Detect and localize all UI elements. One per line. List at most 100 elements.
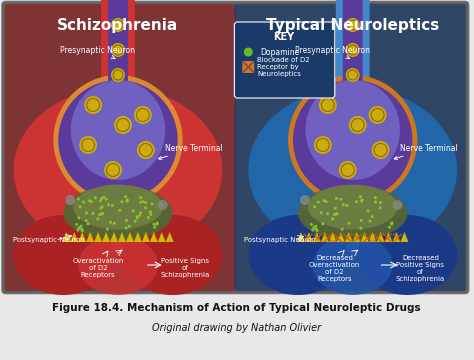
Ellipse shape: [339, 198, 342, 201]
Polygon shape: [102, 232, 110, 242]
Ellipse shape: [14, 215, 113, 295]
Ellipse shape: [139, 196, 142, 199]
Polygon shape: [369, 232, 376, 242]
Ellipse shape: [100, 197, 103, 200]
Ellipse shape: [134, 220, 137, 223]
Polygon shape: [158, 232, 166, 242]
Text: Schizophrenia: Schizophrenia: [57, 18, 179, 33]
Ellipse shape: [88, 199, 91, 202]
Ellipse shape: [142, 200, 145, 203]
Ellipse shape: [132, 210, 135, 212]
Ellipse shape: [335, 212, 338, 215]
Polygon shape: [297, 232, 305, 242]
Ellipse shape: [339, 161, 356, 179]
Ellipse shape: [149, 211, 152, 213]
Ellipse shape: [54, 75, 182, 205]
Ellipse shape: [126, 200, 128, 203]
Polygon shape: [337, 232, 345, 242]
Ellipse shape: [102, 196, 105, 199]
Ellipse shape: [300, 195, 310, 205]
Ellipse shape: [118, 209, 121, 212]
Ellipse shape: [136, 215, 139, 218]
Ellipse shape: [137, 141, 155, 159]
Ellipse shape: [109, 221, 112, 224]
Ellipse shape: [107, 203, 110, 206]
Ellipse shape: [360, 219, 363, 222]
Ellipse shape: [105, 198, 108, 201]
Ellipse shape: [313, 205, 316, 208]
FancyBboxPatch shape: [108, 0, 128, 102]
Ellipse shape: [156, 221, 159, 224]
Ellipse shape: [311, 228, 314, 231]
Ellipse shape: [288, 75, 417, 205]
Ellipse shape: [134, 106, 152, 124]
Ellipse shape: [99, 199, 102, 202]
Polygon shape: [361, 232, 369, 242]
Ellipse shape: [359, 227, 363, 230]
Polygon shape: [86, 232, 94, 242]
Polygon shape: [384, 232, 392, 242]
Ellipse shape: [379, 206, 382, 210]
Polygon shape: [142, 232, 150, 242]
Ellipse shape: [355, 200, 358, 203]
Text: Decreased
Positive Signs
of
Schizophrenia: Decreased Positive Signs of Schizophreni…: [396, 255, 445, 282]
Ellipse shape: [155, 222, 158, 226]
Ellipse shape: [314, 225, 317, 228]
Ellipse shape: [322, 199, 326, 202]
Ellipse shape: [86, 222, 90, 225]
Ellipse shape: [331, 217, 334, 220]
Ellipse shape: [333, 213, 336, 216]
Ellipse shape: [346, 68, 360, 82]
Ellipse shape: [101, 212, 104, 215]
Polygon shape: [329, 232, 337, 242]
Ellipse shape: [84, 96, 102, 114]
Polygon shape: [345, 232, 353, 242]
FancyBboxPatch shape: [5, 4, 237, 291]
Ellipse shape: [342, 203, 345, 206]
Polygon shape: [376, 232, 384, 242]
Ellipse shape: [379, 201, 382, 204]
Ellipse shape: [321, 222, 324, 225]
Ellipse shape: [312, 226, 315, 229]
Ellipse shape: [346, 18, 360, 32]
Ellipse shape: [314, 136, 332, 154]
Ellipse shape: [104, 161, 122, 179]
Ellipse shape: [111, 68, 125, 82]
Polygon shape: [78, 232, 86, 242]
Ellipse shape: [80, 228, 83, 231]
Ellipse shape: [100, 205, 104, 208]
Ellipse shape: [126, 198, 129, 202]
Ellipse shape: [316, 229, 319, 232]
Text: Presynaptic Neuron: Presynaptic Neuron: [295, 45, 370, 59]
Ellipse shape: [98, 213, 101, 216]
Ellipse shape: [79, 205, 82, 208]
Ellipse shape: [78, 226, 81, 229]
Polygon shape: [70, 232, 78, 242]
Ellipse shape: [94, 196, 97, 199]
Text: Typical Neuroleptics: Typical Neuroleptics: [266, 18, 439, 33]
Ellipse shape: [391, 221, 393, 224]
Polygon shape: [392, 232, 401, 242]
Ellipse shape: [114, 116, 132, 134]
Ellipse shape: [360, 200, 363, 203]
Ellipse shape: [64, 185, 173, 240]
Polygon shape: [166, 232, 173, 242]
Ellipse shape: [144, 201, 147, 204]
Ellipse shape: [308, 185, 398, 230]
FancyBboxPatch shape: [101, 0, 135, 103]
Polygon shape: [150, 232, 158, 242]
Text: Postsynaptic Neuron: Postsynaptic Neuron: [13, 237, 84, 243]
Polygon shape: [401, 232, 409, 242]
Polygon shape: [110, 232, 118, 242]
Ellipse shape: [78, 235, 158, 295]
Ellipse shape: [73, 185, 163, 230]
Ellipse shape: [244, 48, 253, 57]
Polygon shape: [62, 232, 70, 242]
Ellipse shape: [315, 228, 318, 231]
Ellipse shape: [346, 204, 348, 207]
Ellipse shape: [335, 197, 338, 200]
Ellipse shape: [298, 185, 408, 240]
Text: Overactivation
of D2
Receptors: Overactivation of D2 Receptors: [73, 258, 124, 278]
Ellipse shape: [128, 225, 131, 228]
Ellipse shape: [368, 220, 372, 223]
